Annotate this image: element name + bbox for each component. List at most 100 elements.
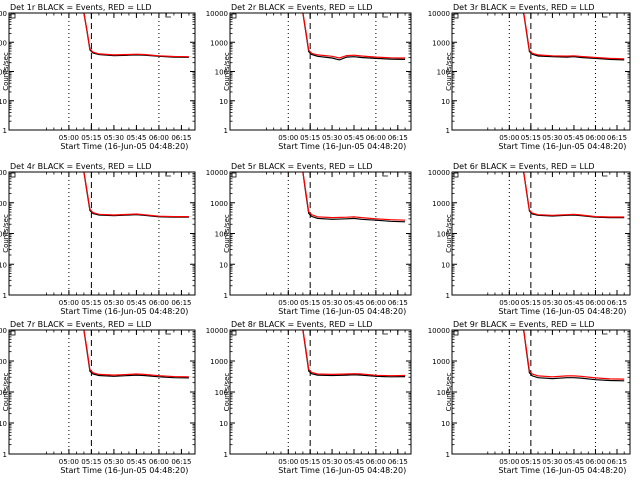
series-line-lld bbox=[83, 172, 189, 218]
x-tick-label: 06:15 bbox=[171, 299, 191, 307]
y-tick-label: 1 bbox=[3, 292, 7, 300]
x-tick-label: 06:15 bbox=[607, 299, 627, 307]
plot-frame bbox=[229, 171, 412, 296]
plot-frame bbox=[451, 171, 631, 296]
corner-marker bbox=[231, 172, 237, 178]
x-tick-label: 06:00 bbox=[149, 458, 169, 466]
series-line-events bbox=[523, 330, 625, 382]
x-tick-label: 06:15 bbox=[388, 134, 408, 142]
corner-marker bbox=[602, 330, 608, 335]
y-tick-label: 10000 bbox=[428, 327, 450, 335]
series-line-lld bbox=[302, 172, 406, 221]
x-tick-label: 06:00 bbox=[366, 458, 386, 466]
x-tick-label: 06:15 bbox=[171, 134, 191, 142]
y-tick-label: 1 bbox=[224, 292, 228, 300]
chart-title: Det 1r BLACK = Events, RED = LLD bbox=[10, 3, 152, 12]
y-tick-label: 10 bbox=[219, 420, 228, 428]
plot-frame bbox=[229, 329, 412, 455]
x-tick-label: 06:15 bbox=[171, 458, 191, 466]
x-tick-label: 06:00 bbox=[585, 134, 605, 142]
y-axis-label: Counts/sec bbox=[2, 373, 10, 412]
y-tick-label: 10000 bbox=[206, 10, 228, 18]
y-tick-label: 100 bbox=[215, 389, 228, 397]
series-group bbox=[83, 172, 189, 218]
y-axis-label: Counts/sec bbox=[445, 214, 453, 253]
y-tick-label: 10000 bbox=[0, 327, 7, 335]
y-tick-label: 1000 bbox=[210, 358, 228, 366]
corner-marker bbox=[453, 330, 459, 336]
y-tick-label: 100 bbox=[0, 389, 7, 397]
x-axis-label: Start Time (16-Jun-05 04:48:20) bbox=[498, 142, 626, 151]
series-line-lld bbox=[83, 13, 189, 58]
chart-panel-2: Det 2r BLACK = Events, RED = LLD Counts/s… bbox=[206, 3, 412, 151]
y-tick-label: 1 bbox=[446, 292, 450, 300]
series-line-events bbox=[523, 172, 625, 219]
x-tick-label: 05:45 bbox=[564, 134, 584, 142]
y-tick-label: 100 bbox=[215, 69, 228, 77]
x-axis-label: Start Time (16-Jun-05 04:48:20) bbox=[60, 466, 188, 475]
y-axis-label: Counts/sec bbox=[2, 214, 10, 253]
corner-marker bbox=[165, 13, 171, 18]
plot-frame bbox=[229, 12, 412, 131]
chart-panel-1: Det 1r BLACK = Events, RED = LLD Counts/s… bbox=[0, 3, 196, 151]
series-group bbox=[523, 13, 625, 61]
x-tick-label: 06:15 bbox=[388, 299, 408, 307]
x-tick-label: 05:45 bbox=[126, 299, 146, 307]
y-tick-label: 10 bbox=[0, 261, 7, 269]
corner-marker bbox=[382, 13, 388, 18]
y-tick-label: 100 bbox=[437, 231, 450, 239]
corner-marker bbox=[602, 13, 608, 18]
corner-marker bbox=[165, 330, 171, 335]
chart-title: Det 3r BLACK = Events, RED = LLD bbox=[453, 3, 595, 12]
x-tick-label: 06:00 bbox=[585, 458, 605, 466]
y-tick-label: 1 bbox=[3, 127, 7, 135]
series-group bbox=[302, 330, 406, 378]
x-tick-label: 05:00 bbox=[59, 299, 79, 307]
y-tick-label: 100 bbox=[215, 231, 228, 239]
x-tick-label: 05:30 bbox=[104, 299, 124, 307]
series-line-events bbox=[302, 13, 406, 61]
y-tick-label: 1000 bbox=[210, 200, 228, 208]
x-tick-label: 05:00 bbox=[499, 134, 519, 142]
y-tick-label: 1000 bbox=[0, 358, 7, 366]
y-tick-label: 1000 bbox=[432, 200, 450, 208]
x-axis-label: Start Time (16-Jun-05 04:48:20) bbox=[60, 307, 188, 316]
x-tick-label: 06:15 bbox=[388, 458, 408, 466]
x-axis-label: Start Time (16-Jun-05 04:48:20) bbox=[498, 307, 626, 316]
x-tick-label: 05:45 bbox=[344, 458, 364, 466]
x-tick-label: 05:30 bbox=[104, 134, 124, 142]
x-tick-label: 05:45 bbox=[126, 134, 146, 142]
x-tick-label: 05:00 bbox=[278, 458, 298, 466]
series-line-events bbox=[302, 330, 406, 378]
y-tick-label: 100 bbox=[437, 69, 450, 77]
x-tick-label: 06:00 bbox=[149, 299, 169, 307]
x-tick-label: 06:15 bbox=[607, 458, 627, 466]
series-group bbox=[83, 330, 189, 379]
y-tick-label: 100 bbox=[437, 389, 450, 397]
corner-marker bbox=[10, 172, 16, 178]
chart-panel-3: Det 3r BLACK = Events, RED = LLD Counts/s… bbox=[428, 3, 631, 151]
chart-title: Det 7r BLACK = Events, RED = LLD bbox=[10, 320, 152, 329]
y-tick-label: 10 bbox=[0, 420, 7, 428]
y-tick-label: 1000 bbox=[432, 358, 450, 366]
chart-panel-5: Det 5r BLACK = Events, RED = LLD Counts/s… bbox=[206, 162, 412, 316]
x-tick-label: 05:00 bbox=[499, 458, 519, 466]
chart-panel-6: Det 6r BLACK = Events, RED = LLD Counts/s… bbox=[428, 162, 631, 316]
series-line-lld bbox=[523, 330, 625, 380]
y-tick-label: 1 bbox=[224, 127, 228, 135]
x-tick-label: 05:15 bbox=[521, 134, 541, 142]
x-axis-label: Start Time (16-Jun-05 04:48:20) bbox=[278, 142, 406, 151]
x-axis-label: Start Time (16-Jun-05 04:48:20) bbox=[278, 307, 406, 316]
series-group bbox=[523, 172, 625, 219]
x-tick-label: 05:15 bbox=[300, 299, 320, 307]
y-tick-label: 100 bbox=[0, 69, 7, 77]
x-tick-label: 05:15 bbox=[300, 134, 320, 142]
y-tick-label: 10 bbox=[219, 261, 228, 269]
x-tick-label: 05:00 bbox=[278, 299, 298, 307]
x-axis-label: Start Time (16-Jun-05 04:48:20) bbox=[278, 466, 406, 475]
y-tick-label: 1000 bbox=[0, 200, 7, 208]
corner-marker bbox=[165, 172, 171, 177]
series-group bbox=[523, 330, 625, 382]
x-tick-label: 06:00 bbox=[149, 134, 169, 142]
